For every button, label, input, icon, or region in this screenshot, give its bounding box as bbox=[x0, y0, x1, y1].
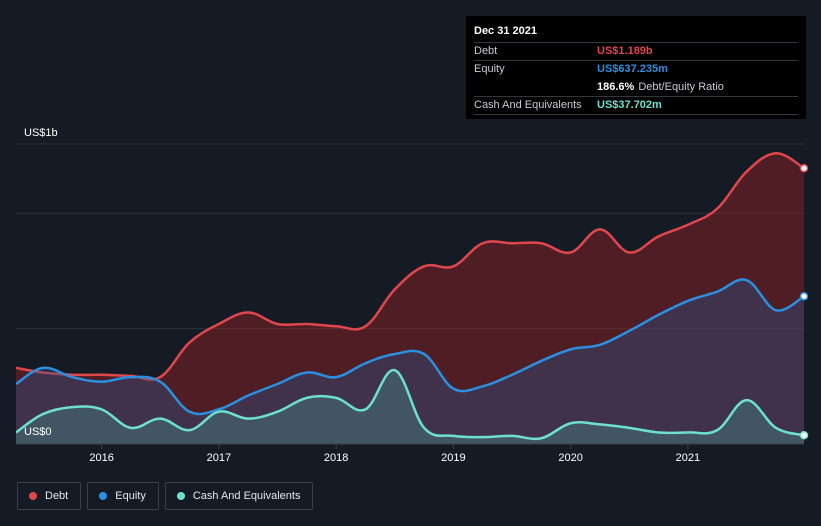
tooltip-date: Dec 31 2021 bbox=[474, 25, 537, 37]
legend-item-debt[interactable]: Debt bbox=[17, 482, 82, 510]
chart-legend: Debt Equity Cash And Equivalents bbox=[17, 482, 314, 510]
tooltip-cash-label: Cash And Equivalents bbox=[474, 99, 582, 111]
data-tooltip: Dec 31 2021 Debt US$1.189b Equity US$637… bbox=[466, 16, 806, 119]
tooltip-debt-label: Debt bbox=[474, 45, 498, 57]
x-tick-label: 2021 bbox=[676, 452, 700, 464]
legend-item-cash[interactable]: Cash And Equivalents bbox=[164, 482, 314, 510]
series-area-debt bbox=[16, 153, 804, 444]
series-endpoint-cash bbox=[799, 430, 809, 440]
legend-cash-label: Cash And Equivalents bbox=[192, 490, 301, 502]
tooltip-equity-label: Equity bbox=[474, 63, 505, 75]
series-line-debt bbox=[16, 151, 804, 381]
tooltip-ratio-value: 186.6% bbox=[597, 81, 635, 93]
tooltip-row-debt: Debt US$1.189b bbox=[474, 42, 798, 60]
tooltip-debt-value: US$1.189b bbox=[597, 45, 653, 57]
x-tick-label: 2019 bbox=[441, 452, 465, 464]
tooltip-row-equity: Equity US$637.235m bbox=[474, 60, 798, 78]
series-endpoint-equity bbox=[799, 292, 809, 301]
series-line-cash bbox=[16, 368, 804, 441]
y-axis-bottom-label: US$0 bbox=[24, 426, 52, 438]
legend-item-equity[interactable]: Equity bbox=[87, 482, 159, 510]
debt-dot-icon bbox=[29, 492, 37, 500]
legend-debt-label: Debt bbox=[45, 490, 69, 502]
tooltip-equity-value: US$637.235m bbox=[597, 63, 668, 75]
x-tick-label: 2018 bbox=[324, 452, 348, 464]
cash-dot-icon bbox=[176, 492, 185, 500]
legend-equity-label: Equity bbox=[115, 490, 146, 502]
series-endpoint-debt bbox=[799, 163, 809, 173]
x-tick-label: 2020 bbox=[558, 452, 582, 464]
series-area-equity bbox=[16, 279, 804, 444]
tooltip-row-cash: Cash And Equivalents US$37.702m bbox=[474, 96, 798, 115]
equity-dot-icon bbox=[99, 492, 108, 500]
tooltip-cash-value: US$37.702m bbox=[597, 99, 662, 111]
y-axis-top-label: US$1b bbox=[24, 127, 58, 139]
x-tick-label: 2017 bbox=[207, 452, 231, 464]
tooltip-ratio-label: Debt/Equity Ratio bbox=[638, 81, 724, 93]
x-tick-label: 2016 bbox=[89, 452, 113, 464]
series-line-equity bbox=[16, 278, 804, 416]
tooltip-row-ratio: 186.6% Debt/Equity Ratio bbox=[474, 78, 798, 96]
